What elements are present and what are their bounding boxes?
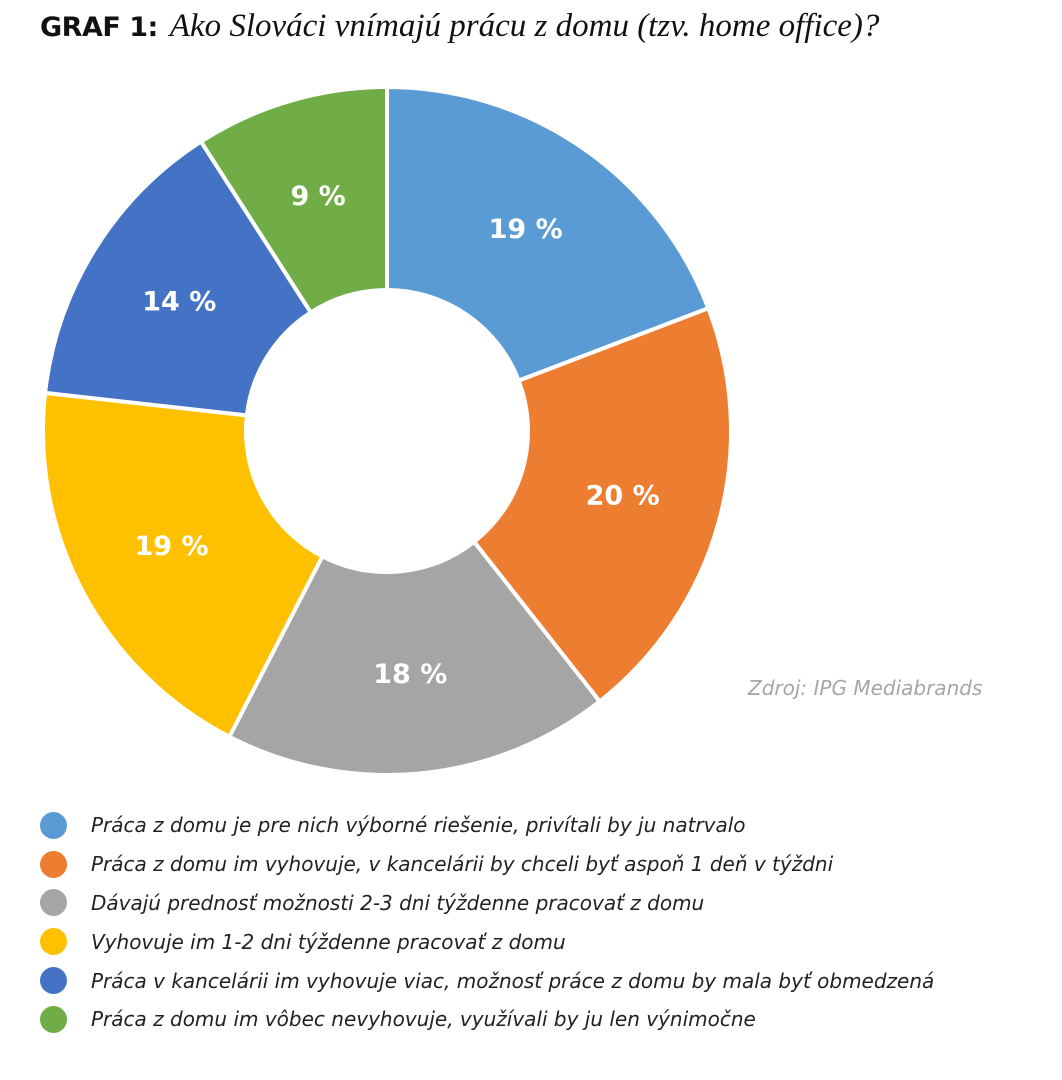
slice-value-label-4: 19 % bbox=[134, 531, 208, 562]
slice-value-label-3: 18 % bbox=[373, 659, 447, 690]
slice-value-label-6: 9 % bbox=[290, 181, 345, 212]
slice-value-label-5: 14 % bbox=[142, 287, 216, 318]
legend-marker bbox=[40, 850, 67, 878]
legend-marker bbox=[40, 1005, 67, 1033]
legend-marker bbox=[40, 889, 67, 917]
donut-chart: 19 % 20 % 18 % 19 % 14 % 9 % bbox=[41, 85, 733, 777]
legend-marker bbox=[40, 928, 67, 956]
chart-title-text: Ako Slováci vnímajú prácu z domu (tzv. h… bbox=[169, 8, 880, 44]
chart-legend: Práca z domu je pre nich výborné riešeni… bbox=[40, 806, 934, 1039]
donut-slice-2 bbox=[472, 306, 733, 704]
legend-item-2: Práca z domu im vyhovuje, v kancelárii b… bbox=[40, 845, 934, 884]
donut-slice-3 bbox=[227, 539, 602, 777]
donut-slice-4 bbox=[41, 390, 325, 739]
legend-label: Práca v kancelárii im vyhovuje viac, mož… bbox=[91, 968, 935, 993]
legend-item-1: Práca z domu je pre nich výborné riešeni… bbox=[40, 806, 934, 845]
donut-slice-1 bbox=[385, 85, 711, 383]
source-note: Zdroj: IPG Mediabrands bbox=[748, 676, 983, 700]
legend-label: Vyhovuje im 1-2 dni týždenne pracovať z … bbox=[91, 929, 566, 954]
donut-slice-6 bbox=[199, 85, 389, 315]
legend-marker bbox=[40, 967, 67, 995]
slice-value-label-2: 20 % bbox=[586, 481, 660, 512]
legend-item-3: Dávajú prednosť možnosti 2-3 dni týždenn… bbox=[40, 884, 934, 923]
legend-label: Práca z domu im vyhovuje, v kancelárii b… bbox=[91, 852, 834, 877]
legend-label: Dávajú prednosť možnosti 2-3 dni týždenn… bbox=[91, 890, 705, 915]
legend-item-5: Práca v kancelárii im vyhovuje viac, mož… bbox=[40, 961, 934, 1000]
legend-label: Práca z domu im vôbec nevyhovuje, využív… bbox=[91, 1007, 756, 1032]
legend-marker bbox=[40, 811, 67, 839]
legend-label: Práca z domu je pre nich výborné riešeni… bbox=[91, 813, 746, 838]
slice-value-label-1: 19 % bbox=[489, 214, 563, 245]
legend-item-6: Práca z domu im vôbec nevyhovuje, využív… bbox=[40, 1000, 934, 1039]
chart-title: GRAF 1: Ako Slováci vnímajú prácu z domu … bbox=[40, 8, 879, 45]
legend-item-4: Vyhovuje im 1-2 dni týždenne pracovať z … bbox=[40, 922, 934, 961]
chart-title-prefix: GRAF 1: bbox=[40, 12, 158, 43]
